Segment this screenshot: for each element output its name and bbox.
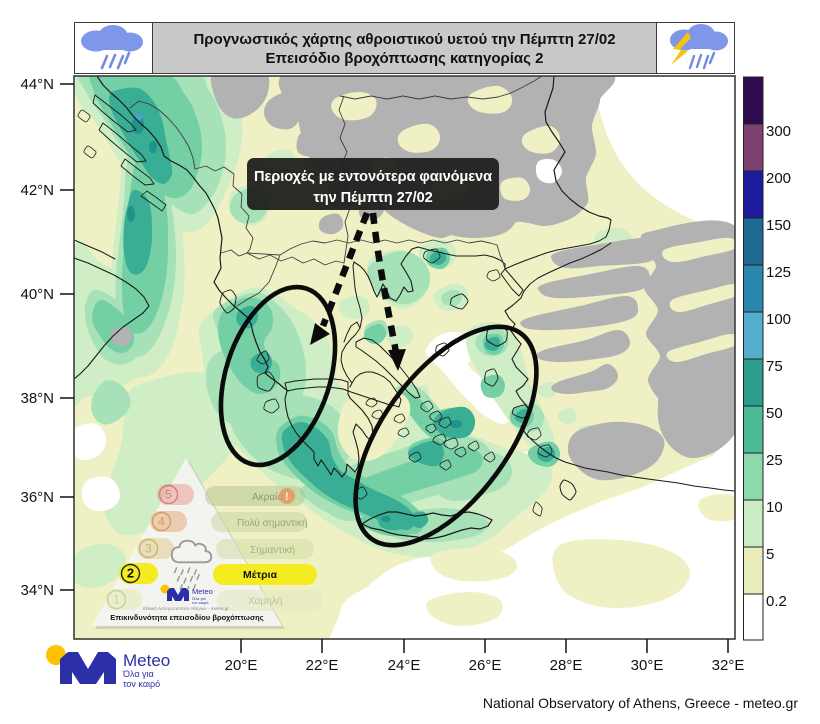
- svg-text:Σημαντική: Σημαντική: [250, 544, 295, 556]
- svg-text:Πολύ σημαντική: Πολύ σημαντική: [237, 517, 308, 529]
- svg-text:Περιοχές με εντονότερα φαινόμε: Περιοχές με εντονότερα φαινόμενα: [254, 169, 492, 185]
- svg-text:4: 4: [158, 515, 165, 529]
- svg-text:τον καιρό: τον καιρό: [192, 600, 209, 605]
- svg-text:1: 1: [113, 593, 120, 607]
- svg-text:2: 2: [127, 566, 134, 581]
- svg-text:Επικινδυνότητα επεισοδίου βροχ: Επικινδυνότητα επεισοδίου βροχόπτωσης: [110, 613, 264, 622]
- svg-text:Ακραία: Ακραία: [252, 491, 283, 503]
- svg-text:Χαμηλή: Χαμηλή: [248, 595, 282, 607]
- svg-text:5: 5: [165, 488, 172, 502]
- svg-text:Εθνικό Αστεροσκοπείο Αθηνών -: Εθνικό Αστεροσκοπείο Αθηνών - meteo.gr: [143, 605, 229, 611]
- svg-text:τον καιρό: τον καιρό: [123, 679, 160, 689]
- svg-text:Όλα για: Όλα για: [191, 596, 206, 601]
- svg-text:Όλα για: Όλα για: [122, 669, 154, 679]
- svg-text:!: !: [285, 491, 289, 503]
- svg-text:Meteo: Meteo: [123, 651, 170, 670]
- svg-text:την Πέμπτη 27/02: την Πέμπτη 27/02: [313, 190, 432, 206]
- svg-text:Μέτρια: Μέτρια: [243, 569, 278, 581]
- svg-text:Meteo: Meteo: [192, 587, 213, 596]
- svg-text:3: 3: [145, 542, 152, 556]
